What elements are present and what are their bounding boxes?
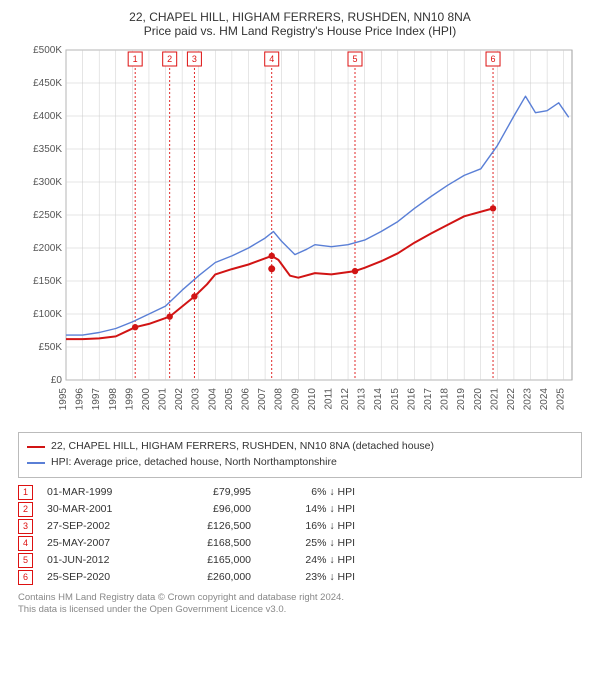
svg-text:1998: 1998 xyxy=(108,388,119,411)
svg-text:£250K: £250K xyxy=(33,210,62,221)
legend-swatch-hpi xyxy=(27,462,45,464)
svg-text:2021: 2021 xyxy=(489,388,500,411)
svg-text:£100K: £100K xyxy=(33,309,62,320)
transaction-pct-vs-hpi: 25% ↓ HPI xyxy=(265,537,355,549)
chart-title-block: 22, CHAPEL HILL, HIGHAM FERRERS, RUSHDEN… xyxy=(10,10,590,38)
svg-text:3: 3 xyxy=(192,54,197,64)
transaction-date: 27-SEP-2002 xyxy=(47,520,157,532)
svg-text:1995: 1995 xyxy=(58,388,69,411)
transaction-row: 3 27-SEP-2002 £126,500 16% ↓ HPI xyxy=(18,518,582,535)
transaction-marker-box: 2 xyxy=(18,502,33,517)
transaction-row: 5 01-JUN-2012 £165,000 24% ↓ HPI xyxy=(18,552,582,569)
transaction-pct-vs-hpi: 23% ↓ HPI xyxy=(265,571,355,583)
svg-text:2013: 2013 xyxy=(357,388,368,411)
transaction-pct-vs-hpi: 24% ↓ HPI xyxy=(265,554,355,566)
transaction-row: 4 25-MAY-2007 £168,500 25% ↓ HPI xyxy=(18,535,582,552)
svg-text:2025: 2025 xyxy=(556,388,567,411)
transaction-date: 01-MAR-1999 xyxy=(47,486,157,498)
legend-item-property: 22, CHAPEL HILL, HIGHAM FERRERS, RUSHDEN… xyxy=(27,439,573,455)
svg-text:£50K: £50K xyxy=(39,342,63,353)
svg-text:2005: 2005 xyxy=(224,388,235,411)
transaction-date: 25-SEP-2020 xyxy=(47,571,157,583)
transaction-price: £165,000 xyxy=(171,554,251,566)
svg-text:1: 1 xyxy=(133,54,138,64)
svg-text:2012: 2012 xyxy=(340,388,351,411)
transaction-row: 2 30-MAR-2001 £96,000 14% ↓ HPI xyxy=(18,501,582,518)
svg-text:1996: 1996 xyxy=(75,388,86,411)
transaction-date: 01-JUN-2012 xyxy=(47,554,157,566)
transaction-marker-box: 6 xyxy=(18,570,33,585)
svg-text:2018: 2018 xyxy=(440,388,451,411)
svg-text:2008: 2008 xyxy=(274,388,285,411)
svg-text:2010: 2010 xyxy=(307,388,318,411)
legend-label-property: 22, CHAPEL HILL, HIGHAM FERRERS, RUSHDEN… xyxy=(51,439,434,455)
svg-text:£450K: £450K xyxy=(33,78,62,89)
svg-text:2017: 2017 xyxy=(423,388,434,411)
svg-text:5: 5 xyxy=(352,54,357,64)
svg-text:2014: 2014 xyxy=(373,388,384,411)
svg-text:2007: 2007 xyxy=(257,388,268,411)
transaction-price: £96,000 xyxy=(171,503,251,515)
svg-text:2: 2 xyxy=(167,54,172,64)
svg-text:2003: 2003 xyxy=(191,388,202,411)
svg-text:2020: 2020 xyxy=(473,388,484,411)
svg-text:£500K: £500K xyxy=(33,45,62,56)
transaction-pct-vs-hpi: 16% ↓ HPI xyxy=(265,520,355,532)
transaction-marker-box: 5 xyxy=(18,553,33,568)
chart-title-subtitle: Price paid vs. HM Land Registry's House … xyxy=(10,24,590,38)
svg-text:6: 6 xyxy=(491,54,496,64)
svg-text:2023: 2023 xyxy=(523,388,534,411)
svg-text:£400K: £400K xyxy=(33,111,62,122)
transaction-pct-vs-hpi: 14% ↓ HPI xyxy=(265,503,355,515)
legend-label-hpi: HPI: Average price, detached house, Nort… xyxy=(51,455,337,471)
legend-swatch-property xyxy=(27,446,45,448)
transaction-date: 25-MAY-2007 xyxy=(47,537,157,549)
svg-text:£200K: £200K xyxy=(33,243,62,254)
svg-text:£350K: £350K xyxy=(33,144,62,155)
transaction-price: £260,000 xyxy=(171,571,251,583)
svg-text:2000: 2000 xyxy=(141,388,152,411)
transaction-marker-box: 4 xyxy=(18,536,33,551)
svg-text:4: 4 xyxy=(269,54,274,64)
transaction-date: 30-MAR-2001 xyxy=(47,503,157,515)
svg-text:2006: 2006 xyxy=(240,388,251,411)
transaction-row: 6 25-SEP-2020 £260,000 23% ↓ HPI xyxy=(18,569,582,586)
transaction-price: £79,995 xyxy=(171,486,251,498)
svg-text:2022: 2022 xyxy=(506,388,517,411)
price-chart: £0 £50K £100K £150K £200K £250K £300K £350K £400… xyxy=(20,44,580,424)
copyright-notice: Contains HM Land Registry data © Crown c… xyxy=(18,592,582,617)
svg-text:1999: 1999 xyxy=(124,388,135,411)
transaction-price: £126,500 xyxy=(171,520,251,532)
svg-text:2009: 2009 xyxy=(290,388,301,411)
svg-text:1997: 1997 xyxy=(91,388,102,411)
svg-text:2019: 2019 xyxy=(456,388,467,411)
transaction-marker-box: 1 xyxy=(18,485,33,500)
svg-text:£0: £0 xyxy=(51,375,63,386)
svg-text:2015: 2015 xyxy=(390,388,401,411)
legend-item-hpi: HPI: Average price, detached house, Nort… xyxy=(27,455,573,471)
svg-text:2001: 2001 xyxy=(158,388,169,411)
transactions-table: 1 01-MAR-1999 £79,995 6% ↓ HPI 2 30-MAR-2001 £… xyxy=(18,484,582,586)
transaction-marker-box: 3 xyxy=(18,519,33,534)
transaction-pct-vs-hpi: 6% ↓ HPI xyxy=(265,486,355,498)
svg-text:2002: 2002 xyxy=(174,388,185,411)
svg-text:£300K: £300K xyxy=(33,177,62,188)
svg-text:2024: 2024 xyxy=(539,388,550,411)
chart-title-address: 22, CHAPEL HILL, HIGHAM FERRERS, RUSHDEN… xyxy=(10,10,590,24)
transaction-row: 1 01-MAR-1999 £79,995 6% ↓ HPI xyxy=(18,484,582,501)
legend: 22, CHAPEL HILL, HIGHAM FERRERS, RUSHDEN… xyxy=(18,432,582,478)
svg-text:2016: 2016 xyxy=(406,388,417,411)
svg-text:2011: 2011 xyxy=(323,388,334,410)
copyright-line2: This data is licensed under the Open Gov… xyxy=(18,604,582,616)
copyright-line1: Contains HM Land Registry data © Crown c… xyxy=(18,592,582,604)
svg-text:£150K: £150K xyxy=(33,276,62,287)
transaction-price: £168,500 xyxy=(171,537,251,549)
svg-text:2004: 2004 xyxy=(207,388,218,411)
